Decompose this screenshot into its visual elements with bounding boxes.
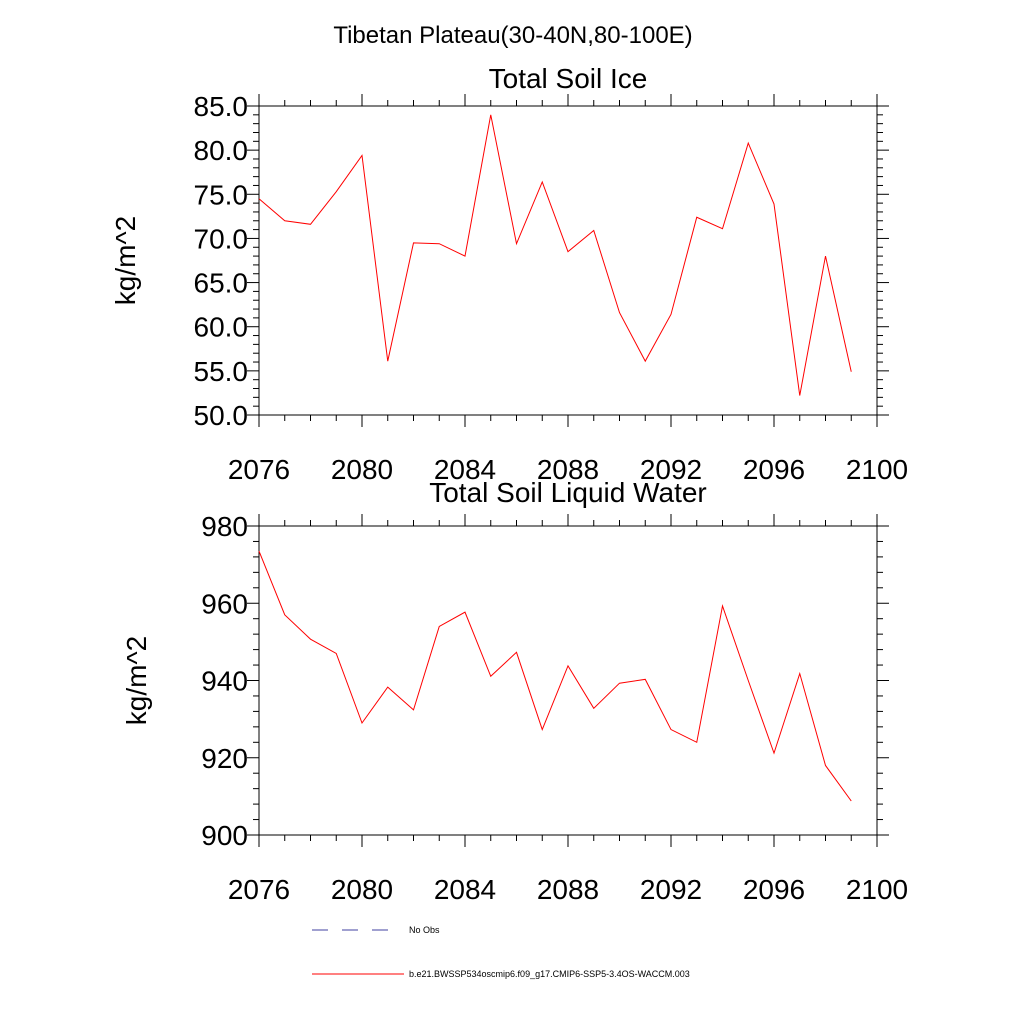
series-line <box>258 114 852 396</box>
x-tick-label: 2100 <box>846 454 908 485</box>
x-tick-label: 2088 <box>537 874 599 905</box>
x-tick-label: 2076 <box>228 454 290 485</box>
y-tick-label: 75.0 <box>194 179 249 210</box>
y-axis-label: kg/m^2 <box>110 216 141 305</box>
x-tick-label: 2088 <box>537 454 599 485</box>
series-line <box>258 550 852 802</box>
x-tick-label: 2100 <box>846 874 908 905</box>
soil-liquid-water-chart: Total Soil Liquid Water kg/m^2 2076 2080 208… <box>121 477 908 905</box>
x-tick-label: 2092 <box>640 454 702 485</box>
y-tick-label: 80.0 <box>194 135 249 166</box>
x-tick-label: 2076 <box>228 874 290 905</box>
y-axis-label: kg/m^2 <box>121 636 152 725</box>
x-tick-label: 2080 <box>331 874 393 905</box>
x-tick-label: 2080 <box>331 454 393 485</box>
plot-frame <box>258 525 878 836</box>
legend-model-label: b.e21.BWSSP534oscmip6.f09_g17.CMIP6-SSP5… <box>409 969 690 979</box>
y-tick-label: 920 <box>201 743 248 774</box>
x-tick-label: 2084 <box>434 454 496 485</box>
chart-title: Total Soil Liquid Water <box>429 477 707 508</box>
chart-title: Total Soil Ice <box>489 63 648 94</box>
x-tick-label: 2096 <box>743 874 805 905</box>
legend: No Obs b.e21.BWSSP534oscmip6.f09_g17.CMI… <box>312 925 690 979</box>
soil-ice-chart: Total Soil Ice kg/m^2 2076 2080 2084 2088 2092… <box>110 63 908 485</box>
x-tick-label: 2092 <box>640 874 702 905</box>
y-tick-label: 85.0 <box>194 91 249 122</box>
y-tick-label: 55.0 <box>194 356 249 387</box>
y-tick-label: 70.0 <box>194 223 249 254</box>
legend-obs-label: No Obs <box>409 925 440 935</box>
y-tick-label: 900 <box>201 820 248 851</box>
x-tick-label: 2084 <box>434 874 496 905</box>
y-tick-label: 65.0 <box>194 268 249 299</box>
plot-frame <box>258 105 878 416</box>
x-tick-label: 2096 <box>743 454 805 485</box>
y-tick-label: 940 <box>201 666 248 697</box>
y-tick-label: 980 <box>201 511 248 542</box>
y-tick-label: 50.0 <box>194 400 249 431</box>
y-tick-label: 60.0 <box>194 312 249 343</box>
figure-title: Tibetan Plateau(30-40N,80-100E) <box>333 22 692 49</box>
y-tick-label: 960 <box>201 588 248 619</box>
